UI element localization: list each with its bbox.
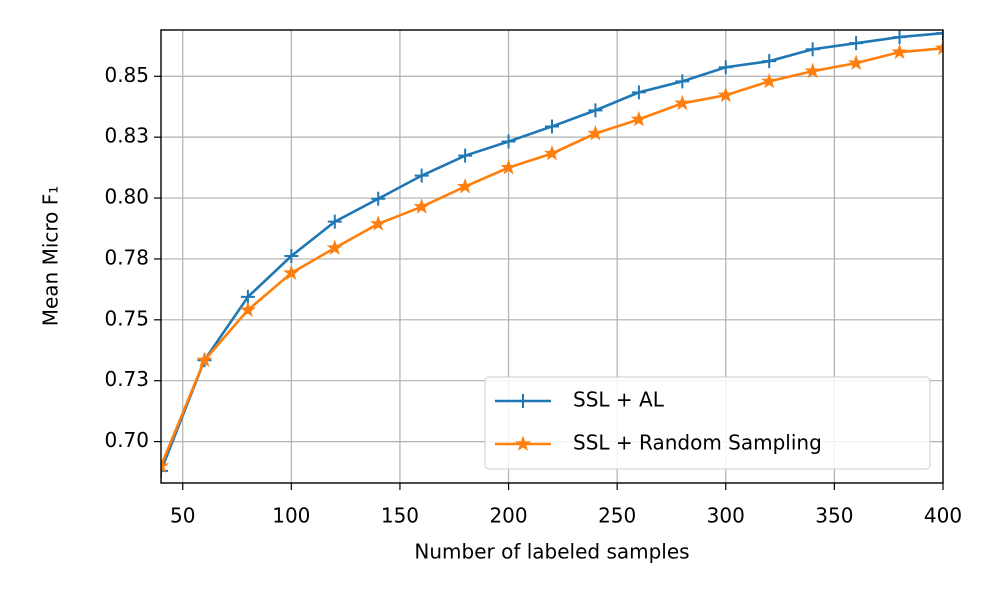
y-axis-label: Mean Micro F₁ <box>39 186 63 327</box>
y-tick-label: 0.70 <box>104 428 149 452</box>
legend-marker <box>514 435 532 451</box>
legend: SSL + AL SSL + Random Sampling <box>484 376 931 470</box>
y-tick-label: 0.73 <box>104 367 149 391</box>
y-tick-label: 0.85 <box>104 63 149 87</box>
x-tick-label: 300 <box>707 504 745 528</box>
data-point <box>501 134 516 149</box>
x-tick-label: 350 <box>815 504 853 528</box>
y-tick-label: 0.78 <box>104 245 149 269</box>
data-point <box>543 144 561 161</box>
x-tick-label: 50 <box>170 504 195 528</box>
data-point <box>587 124 604 141</box>
data-point <box>717 86 734 103</box>
y-tick-label: 0.83 <box>104 124 149 148</box>
data-point <box>762 54 777 69</box>
data-point <box>630 110 648 127</box>
data-point <box>161 463 168 478</box>
data-point <box>761 72 778 89</box>
data-point <box>934 39 943 56</box>
data-point <box>804 62 821 79</box>
legend-label: SSL + AL <box>573 388 665 412</box>
x-tick-label: 150 <box>381 504 419 528</box>
data-point <box>500 159 517 175</box>
x-tick-label: 400 <box>924 504 962 528</box>
legend-box <box>484 376 931 470</box>
data-point <box>161 457 170 473</box>
data-point <box>847 54 865 71</box>
data-point <box>456 178 474 194</box>
data-point <box>891 43 908 60</box>
y-tick-label: 0.80 <box>104 185 149 209</box>
data-point <box>588 103 603 118</box>
data-point <box>631 85 646 100</box>
data-point <box>371 191 386 206</box>
x-tick-label: 250 <box>598 504 636 528</box>
data-point <box>849 36 864 51</box>
data-point <box>239 301 257 317</box>
data-point <box>936 30 943 41</box>
y-tick-label: 0.75 <box>104 306 149 330</box>
x-axis-label: Number of labeled samples <box>414 540 689 564</box>
plot-frame <box>160 29 944 484</box>
data-point <box>675 74 690 89</box>
legend-label: SSL + Random Sampling <box>573 431 822 455</box>
data-point <box>805 42 820 57</box>
x-tick-label: 200 <box>489 504 527 528</box>
data-point <box>413 198 430 214</box>
data-point <box>283 264 300 280</box>
data-point <box>458 148 473 163</box>
data-point <box>545 119 559 134</box>
plot-area <box>161 30 943 478</box>
x-tick-label: 100 <box>272 504 310 528</box>
data-point <box>674 94 691 111</box>
data-point <box>326 239 343 255</box>
data-point <box>892 30 907 45</box>
data-point <box>327 214 342 229</box>
data-point <box>370 215 387 231</box>
data-point <box>284 249 299 264</box>
data-point <box>414 168 429 183</box>
legend-marker <box>516 394 530 408</box>
data-point <box>196 351 213 368</box>
data-point <box>718 60 733 75</box>
